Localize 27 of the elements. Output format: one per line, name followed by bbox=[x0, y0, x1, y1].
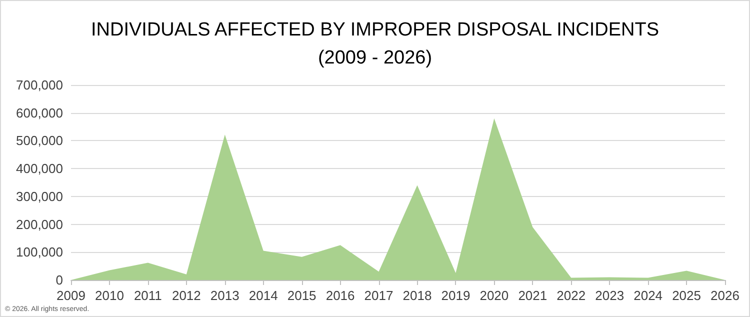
x-tick-label: 2014 bbox=[248, 288, 278, 303]
y-tick-label: 600,000 bbox=[16, 105, 63, 120]
y-tick-label: 100,000 bbox=[16, 244, 63, 260]
x-tick-label: 2019 bbox=[441, 288, 470, 303]
x-tick-label: 2018 bbox=[402, 288, 432, 303]
x-tick-label: 2023 bbox=[595, 288, 624, 303]
x-tick-label: 2020 bbox=[480, 288, 509, 303]
y-tick-label: 700,000 bbox=[16, 78, 63, 92]
x-tick-label: 2011 bbox=[134, 288, 162, 303]
y-tick-label: 400,000 bbox=[16, 161, 63, 176]
x-tick-label: 2017 bbox=[364, 288, 394, 303]
x-tick-label: 2021 bbox=[518, 288, 548, 303]
x-tick-label: 2024 bbox=[634, 288, 663, 303]
x-tick-label: 2025 bbox=[672, 288, 701, 303]
x-tick-label: 2026 bbox=[710, 288, 740, 303]
x-tick-label: 2022 bbox=[556, 288, 586, 303]
x-tick-label: 2016 bbox=[326, 288, 355, 303]
x-tick-label: 2015 bbox=[287, 288, 316, 303]
y-tick-label: 300,000 bbox=[16, 188, 63, 204]
y-tick-label: 500,000 bbox=[16, 133, 63, 148]
y-tick-label: 200,000 bbox=[16, 216, 63, 232]
chart-title: INDIVIDUALS AFFECTED BY IMPROPER DISPOSAL INCIDENTS (2009 - 2026) bbox=[90, 20, 660, 68]
x-tick-label: 2009 bbox=[56, 288, 86, 303]
y-tick-label: 0 bbox=[56, 272, 63, 288]
x-tick-label: 2010 bbox=[95, 288, 124, 303]
x-tick-label: 2012 bbox=[172, 288, 201, 303]
x-tick-label: 2013 bbox=[210, 288, 240, 303]
